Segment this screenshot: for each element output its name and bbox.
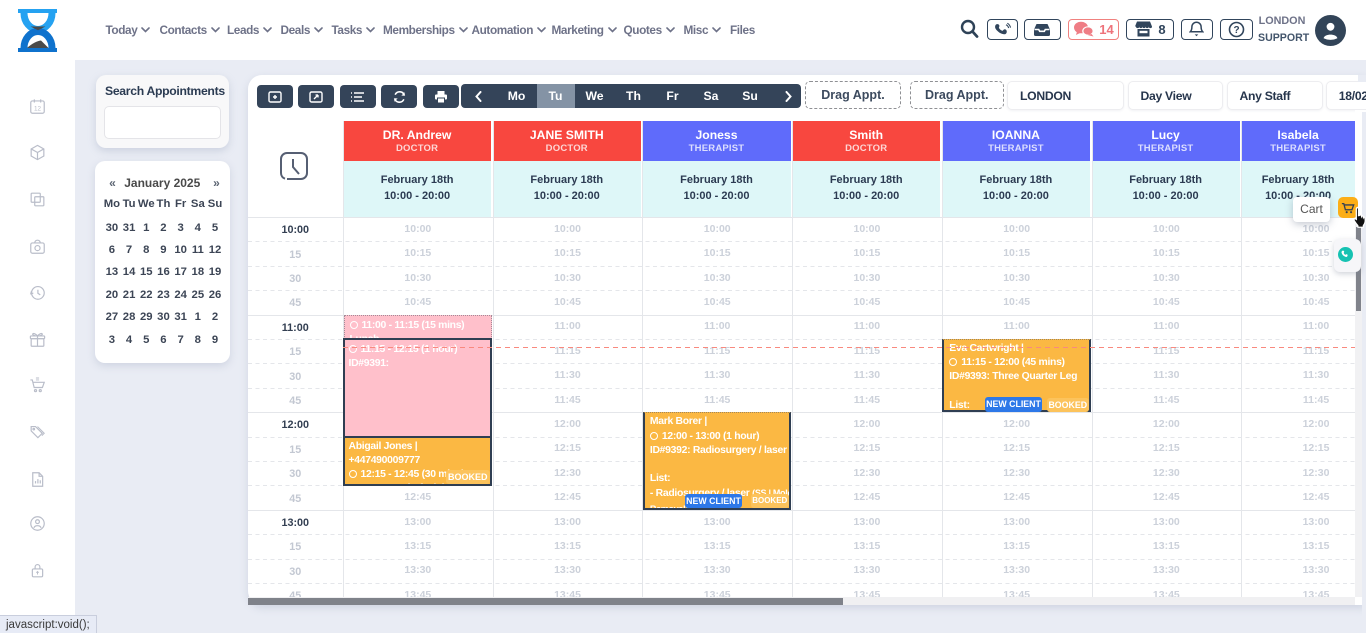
svg-text:12: 12	[34, 105, 42, 112]
svg-text:?: ?	[1233, 25, 1239, 36]
